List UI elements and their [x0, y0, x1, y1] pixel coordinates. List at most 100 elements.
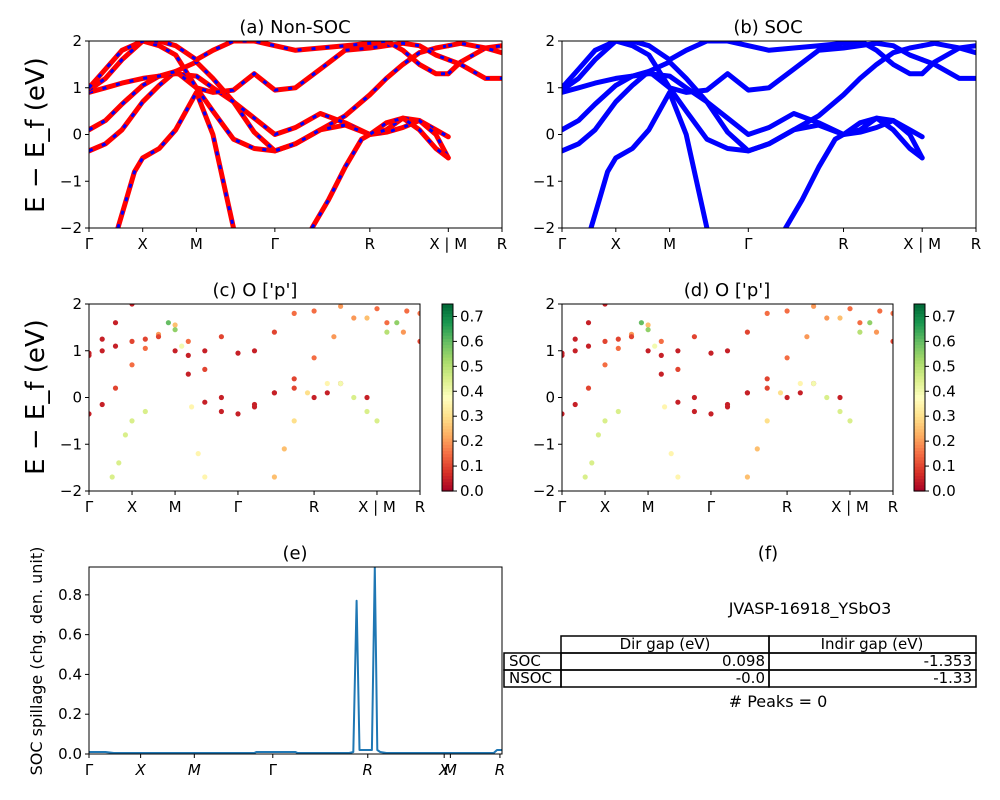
projection-point-55: [645, 327, 651, 333]
projection-point-67: [837, 408, 843, 415]
y-tick-label: −2: [60, 482, 82, 500]
colorbar-segment: [442, 319, 453, 324]
projection-point-45: [764, 310, 770, 316]
colorbar-segment: [442, 475, 453, 480]
projection-point-44: [744, 329, 751, 335]
colorbar-tick-label: 0.7: [932, 307, 956, 325]
table-nsoc-dir-value: -0.0: [736, 669, 765, 687]
colorbar-segment: [914, 441, 925, 445]
projection-point-2: [585, 385, 592, 391]
x-tick-label: R: [497, 235, 507, 253]
y-tick-label: 0.4: [58, 665, 82, 683]
colorbar-segment: [442, 397, 453, 402]
colorbar-segment: [442, 444, 453, 448]
colorbar-segment: [442, 388, 453, 392]
x-tick-label: X: [600, 498, 610, 516]
band-line-4: [89, 41, 451, 91]
colorbar-segment: [442, 356, 453, 361]
colorbar-segment: [442, 344, 453, 349]
colorbar-d: 0.0 0.1 0.2 0.3 0.4 0.5 0.6 0.7: [913, 303, 956, 500]
panel-c-title: (c) O ['p']: [213, 280, 298, 301]
projection-point-21: [602, 338, 608, 344]
projection-point-63: [304, 390, 311, 396]
projection-point-29: [744, 390, 751, 396]
colorbar-segment: [914, 391, 925, 395]
colorbar-segment: [914, 466, 925, 470]
projection-point-40: [202, 348, 208, 354]
colorbar-tick-label: 0.3: [932, 407, 956, 425]
colorbar-segment: [914, 388, 925, 392]
projection-point-30: [764, 385, 770, 391]
x-tick-label: X: [127, 498, 137, 516]
x-tick-label: X | M: [831, 498, 869, 516]
projection-point-59: [675, 474, 681, 480]
colorbar-segment: [914, 360, 925, 364]
projection-point-2: [112, 385, 119, 391]
projection-point-4: [142, 345, 148, 351]
colorbar-segment: [914, 462, 925, 467]
x-tick-label: Γ: [85, 761, 94, 779]
colorbar-tick-label: 0.5: [932, 357, 956, 375]
data-layer: [89, 304, 420, 480]
x-tick-label: R: [838, 235, 848, 253]
colorbar-segment: [914, 481, 925, 486]
colorbar-segment: [442, 487, 453, 492]
colorbar-segment: [442, 385, 453, 389]
colorbar-segment: [914, 438, 925, 442]
colorbar-segment: [914, 378, 925, 383]
projection-point-75: [417, 310, 420, 316]
colorbar-frame: [913, 303, 926, 492]
projection-point-27: [218, 408, 224, 415]
projection-point-35: [89, 350, 92, 356]
colorbar-segment: [442, 469, 453, 473]
colorbar-tick-label: 0.0: [932, 482, 956, 500]
x-tick-label: R: [309, 498, 319, 516]
colorbar-segment: [914, 428, 925, 433]
projection-point-58: [195, 451, 201, 457]
colorbar-segment: [914, 450, 925, 455]
colorbar-segment: [442, 350, 453, 355]
projection-point-57: [189, 404, 195, 410]
colorbar-segment: [914, 475, 925, 480]
projection-point-15: [804, 334, 810, 340]
colorbar-segment: [914, 338, 925, 342]
projection-point-66: [351, 394, 357, 401]
colorbar-tick-label: 0.6: [932, 332, 956, 350]
projection-point-0: [562, 411, 565, 417]
projection-point-61: [281, 446, 287, 452]
colorbar-segment: [914, 332, 925, 336]
colorbar-segment: [442, 338, 453, 342]
colorbar-segment: [442, 438, 453, 442]
colorbar-segment: [914, 319, 925, 324]
colorbar-segment: [914, 400, 925, 405]
projection-point-1: [99, 401, 105, 408]
colorbar-segment: [442, 353, 453, 358]
x-tick-label: X | M: [358, 498, 396, 516]
colorbar-segment: [442, 416, 453, 420]
projection-point-67: [364, 408, 370, 415]
projection-point-8: [675, 366, 681, 372]
colorbar-segment: [914, 416, 925, 420]
x-tick-label: Γ: [558, 498, 567, 516]
colorbar-segment: [914, 422, 925, 427]
projection-point-16: [351, 315, 357, 321]
x-tick-label: M: [169, 498, 182, 516]
projection-point-7: [658, 338, 664, 344]
colorbar-segment: [914, 444, 925, 448]
projection-point-6: [172, 322, 178, 328]
projection-point-38: [602, 304, 608, 307]
colorbar-tick-label: 0.1: [460, 457, 484, 475]
projection-point-24: [172, 348, 178, 354]
projection-point-15: [331, 334, 337, 340]
projection-point-62: [291, 418, 297, 424]
projection-point-34: [364, 394, 370, 401]
projection-point-52: [589, 460, 595, 466]
band-line-0: [89, 43, 451, 154]
colorbar-segment: [914, 413, 925, 417]
colorbar-segment: [442, 462, 453, 467]
projection-point-31: [311, 394, 317, 401]
projection-point-52: [116, 460, 122, 466]
projection-point-70: [394, 320, 400, 326]
projection-point-13: [764, 376, 770, 382]
colorbar-segment: [914, 434, 925, 439]
